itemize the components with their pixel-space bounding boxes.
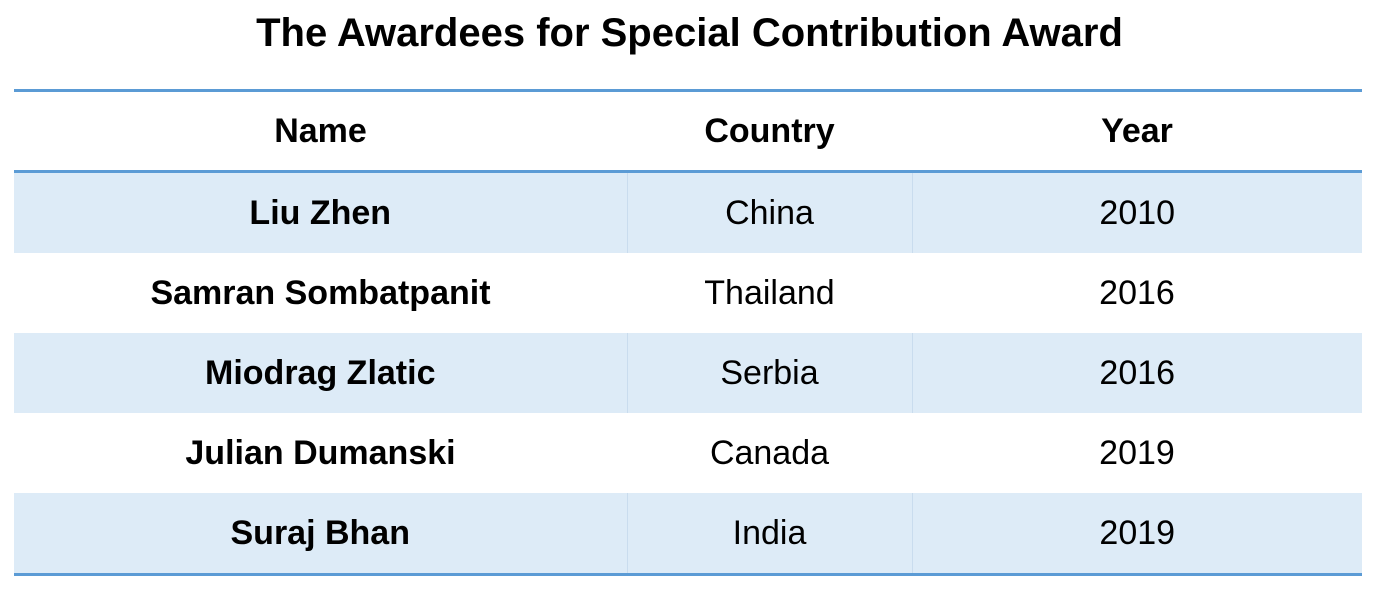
year-cell: 2019 xyxy=(911,493,1362,575)
country-cell: Serbia xyxy=(626,333,912,413)
table-row: Suraj Bhan India 2019 xyxy=(14,493,1362,575)
name-cell: Miodrag Zlatic xyxy=(205,353,436,392)
table-row: Miodrag Zlatic Serbia 2016 xyxy=(14,333,1362,413)
table-row: Liu Zhen China 2010 xyxy=(14,171,1362,253)
country-cell: India xyxy=(626,493,912,575)
table-header: Name Country Year xyxy=(14,90,1362,172)
year-cell: 2016 xyxy=(1099,273,1175,312)
name-cell: Liu Zhen xyxy=(249,193,392,232)
header-cell: Country xyxy=(704,111,835,150)
title: The Awardees for Special Contribution Aw… xyxy=(256,11,1123,55)
awardees-table: Name Country Year Liu Zhen China 2010 Samran … xyxy=(14,89,1362,576)
header-row: Name Country Year xyxy=(14,90,1362,172)
table-row: Julian Dumanski Canada 2019 xyxy=(14,413,1362,493)
name-cell: Suraj Bhan xyxy=(230,513,410,552)
name-cell: Samran Sombatpanit xyxy=(150,273,491,312)
country-cell: Thailand xyxy=(704,273,835,312)
country-cell: Canada xyxy=(709,433,830,472)
table-row: Samran Sombatpanit Thailand 2016 xyxy=(14,253,1362,333)
country-cell: China xyxy=(626,171,912,253)
name-cell: Julian Dumanski xyxy=(185,433,456,472)
header-cell: Name xyxy=(274,111,367,150)
year-cell: 2019 xyxy=(1099,433,1175,472)
year-cell: 2010 xyxy=(911,171,1362,253)
header-cell: Year xyxy=(1101,111,1173,150)
year-cell: 2016 xyxy=(911,333,1362,413)
table-body: Liu Zhen China 2010 Samran Sombatpanit Thail… xyxy=(14,171,1362,575)
